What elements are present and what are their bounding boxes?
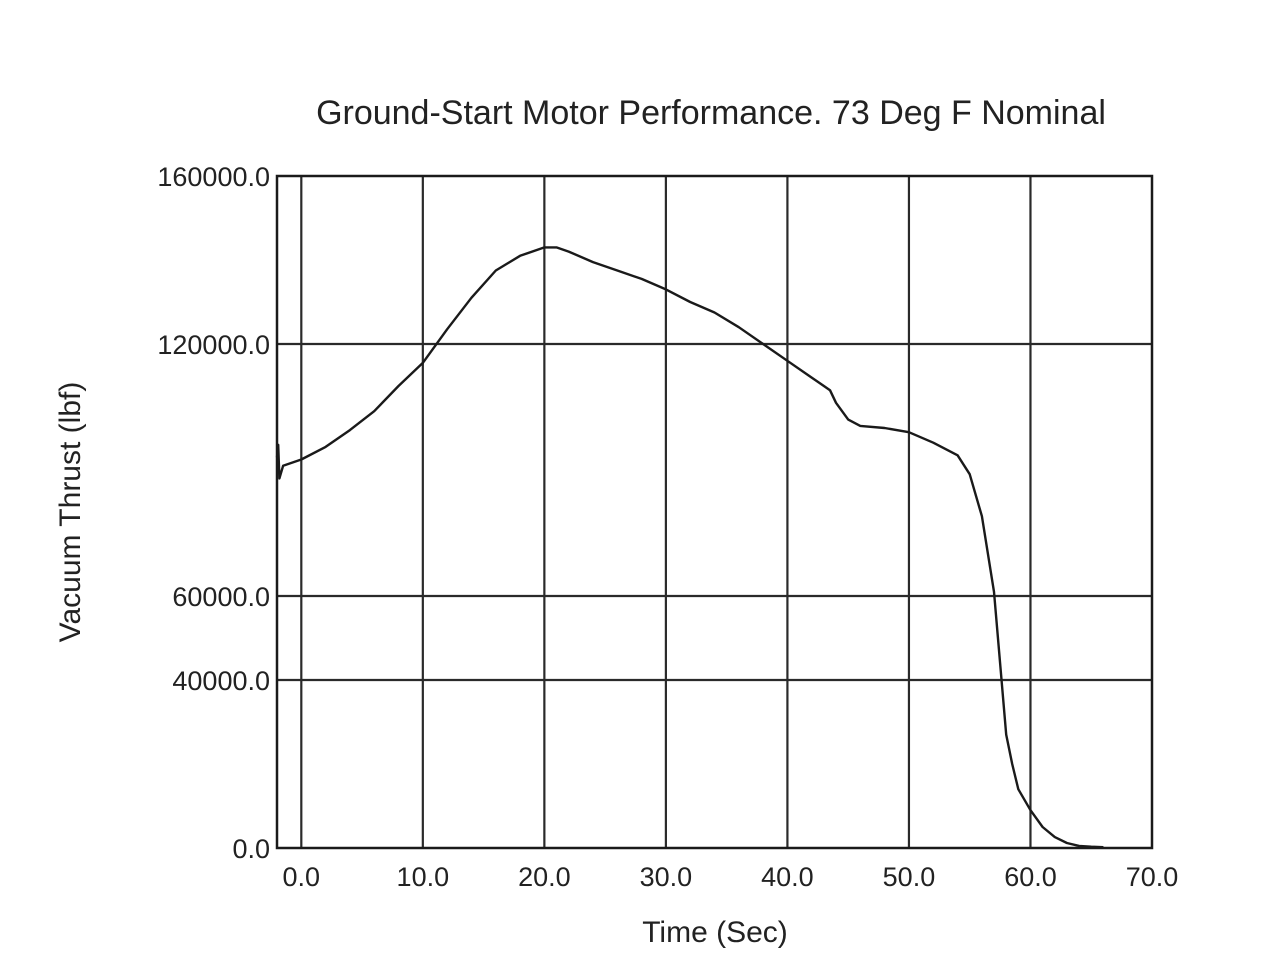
y-tick-label: 0.0: [232, 834, 270, 864]
series-line-vacuum-thrust: [275, 246, 1104, 849]
x-tick-labels: 0.0 10.0 20.0 30.0 40.0 50.0 60.0 70.0: [283, 862, 1179, 892]
y-axis-label: Vacuum Thrust (lbf): [54, 382, 87, 643]
y-tick-label: 40000.0: [172, 666, 270, 696]
y-tick-label: 160000.0: [157, 162, 270, 192]
x-tick-label: 40.0: [761, 862, 814, 892]
x-tick-label: 60.0: [1004, 862, 1057, 892]
y-tick-labels: 0.0 40000.0 60000.0 120000.0 160000.0: [157, 162, 270, 864]
y-tick-label: 60000.0: [172, 582, 270, 612]
x-axis-label: Time (Sec): [642, 916, 788, 949]
y-tick-label: 120000.0: [157, 330, 270, 360]
chart-title: Ground-Start Motor Performance. 73 Deg F…: [316, 94, 1106, 132]
x-tick-label: 10.0: [397, 862, 450, 892]
x-tick-label: 30.0: [640, 862, 693, 892]
x-tick-label: 0.0: [283, 862, 321, 892]
x-tick-label: 70.0: [1126, 862, 1179, 892]
grid-lines: [277, 176, 1152, 848]
x-tick-label: 20.0: [518, 862, 571, 892]
x-tick-label: 50.0: [883, 862, 936, 892]
plot-area-frame: [275, 174, 1154, 850]
